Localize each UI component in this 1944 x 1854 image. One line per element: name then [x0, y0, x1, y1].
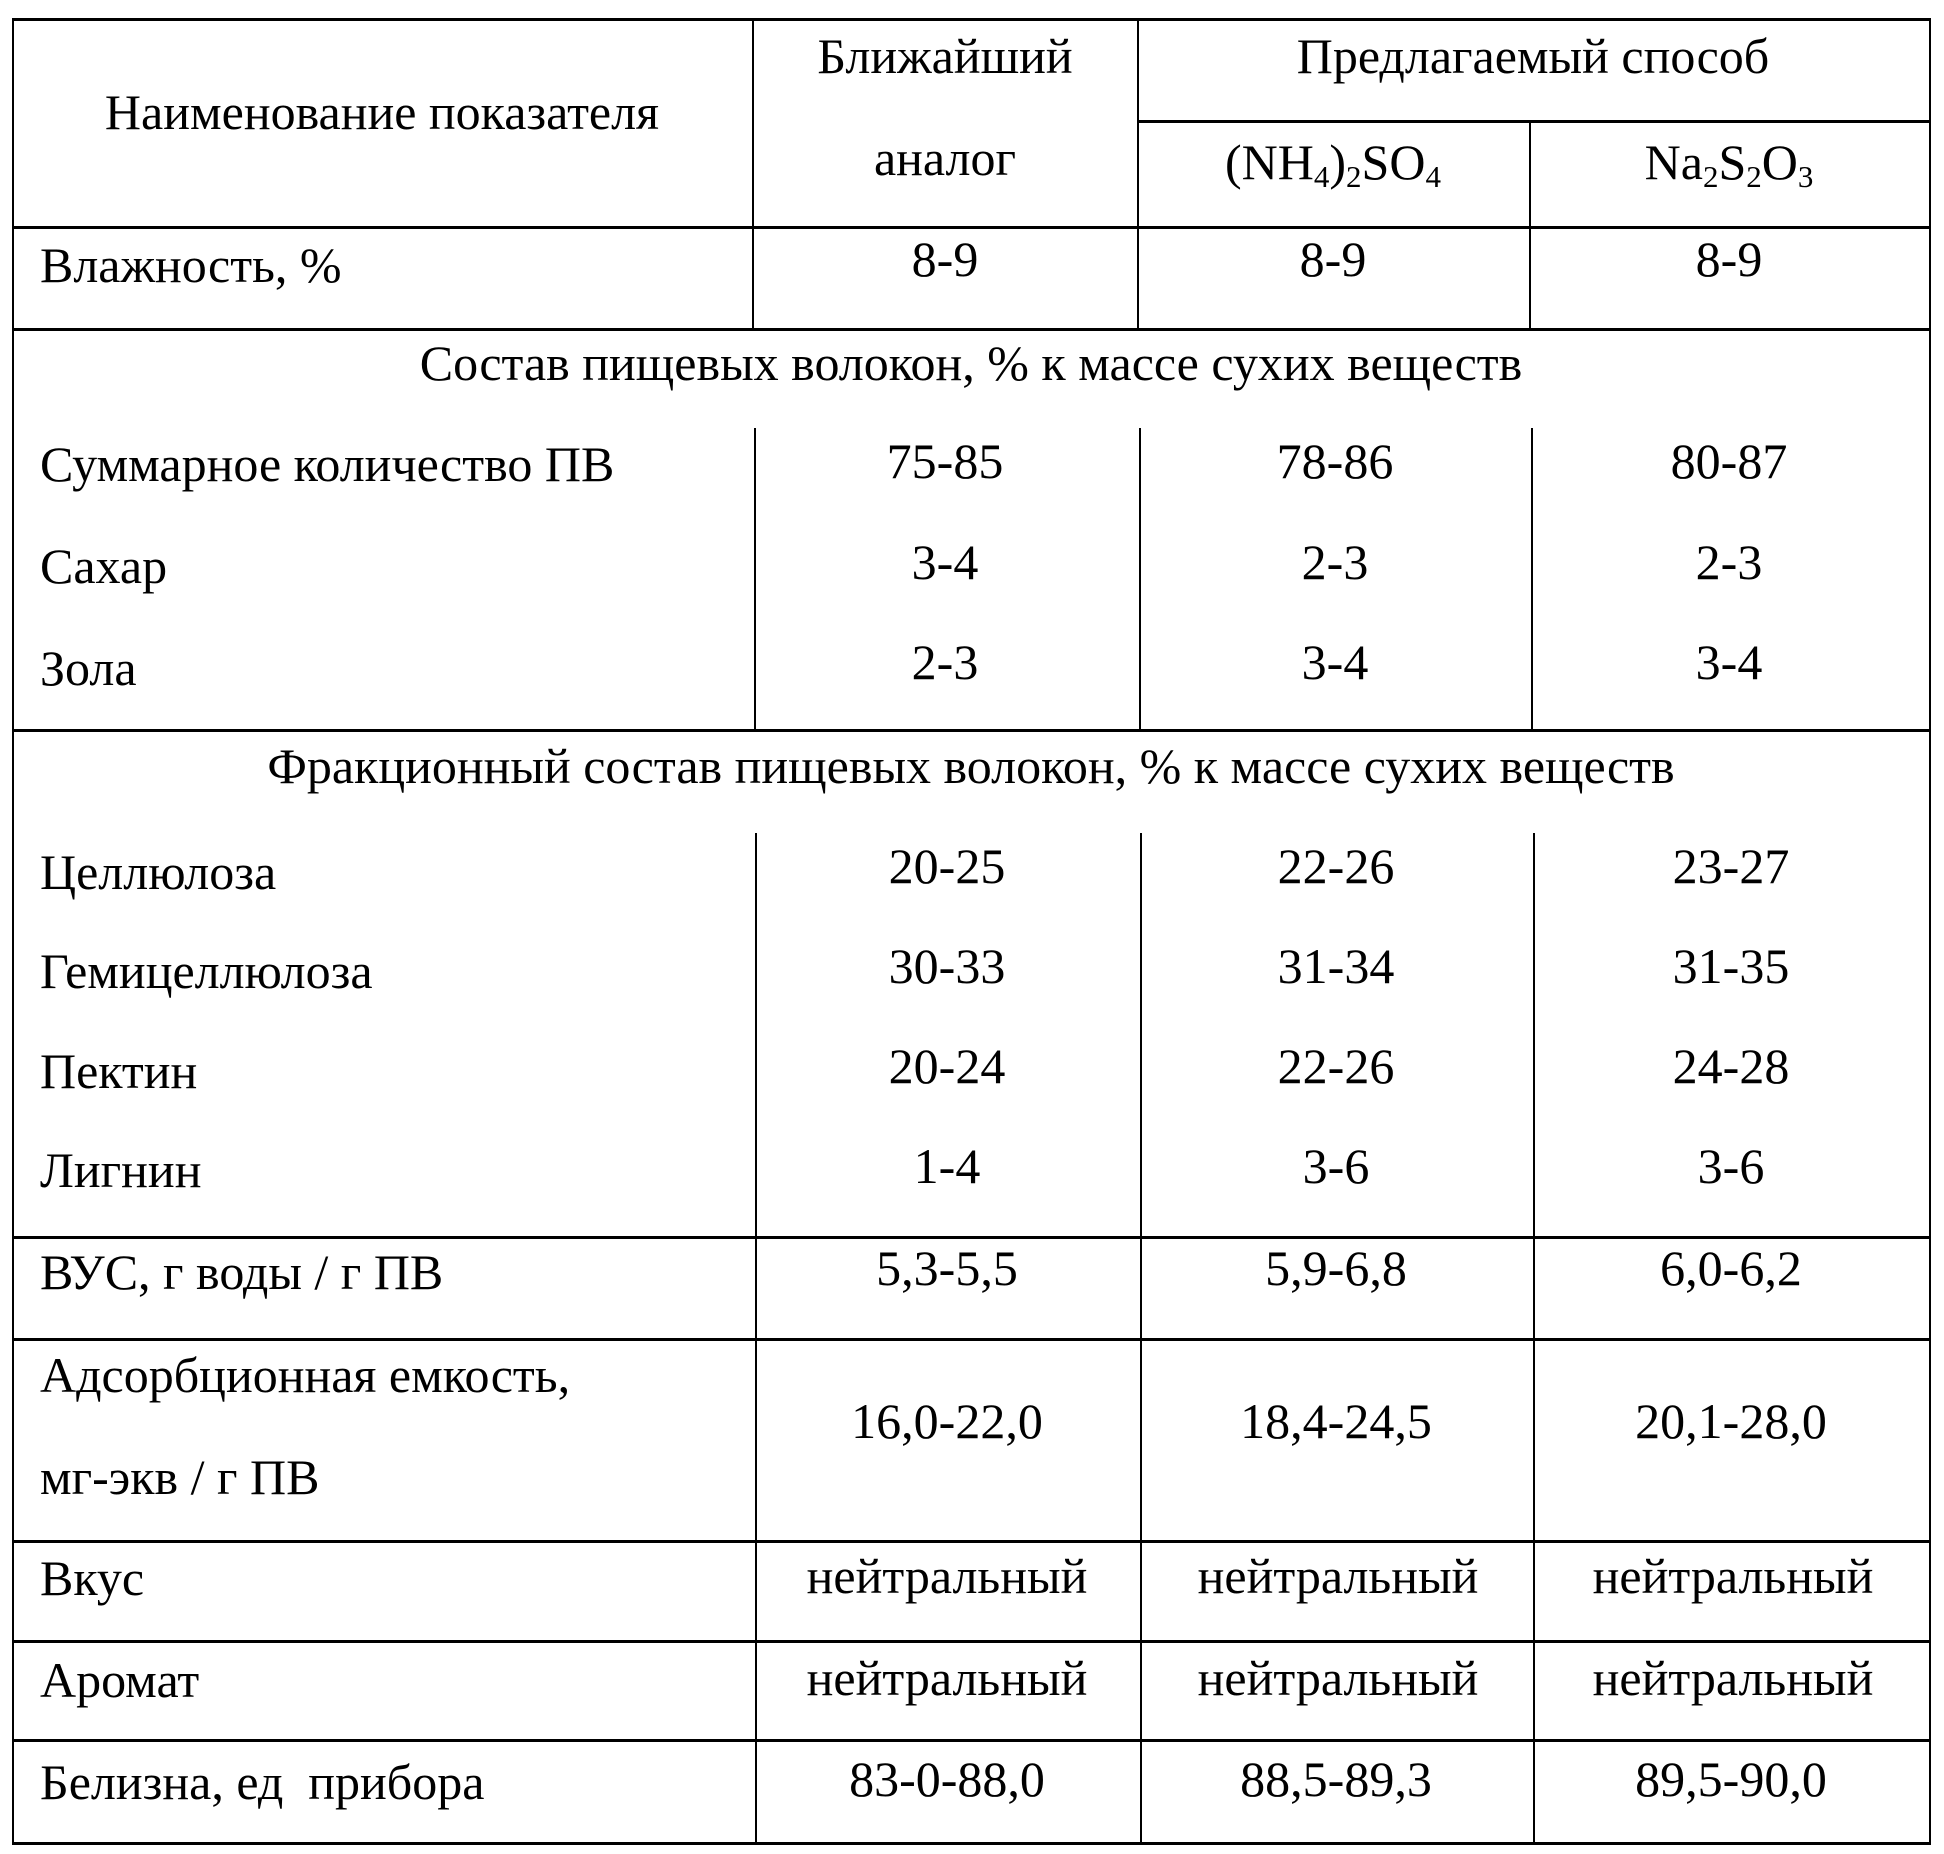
header-reagent-ammonium-sulfate: (NH4)2SO4: [1225, 137, 1441, 187]
formula-sub: 2: [1746, 159, 1762, 194]
cell-value: нейтральный: [807, 1551, 1088, 1601]
row-divider: [12, 1236, 1931, 1239]
section-heading: Фракционный состав пищевых волокон, % к …: [267, 741, 1674, 791]
row-label: Белизна, ед прибора: [40, 1757, 484, 1807]
section-heading: Состав пищевых волокон, % к массе сухих …: [420, 338, 1523, 388]
col-divider: [752, 18, 754, 329]
cell-value: 5,3-5,5: [876, 1243, 1018, 1293]
cell-value: нейтральный: [1198, 1653, 1479, 1703]
cell-value: 22-26: [1278, 1041, 1395, 1091]
row-divider: [12, 729, 1931, 732]
row-divider: [12, 1540, 1931, 1543]
row-divider: [12, 1739, 1931, 1742]
row-divider: [12, 328, 1931, 331]
cell-value: 31-34: [1278, 941, 1395, 991]
row-label: Сахар: [40, 541, 167, 591]
cell-value: 20-24: [889, 1041, 1006, 1091]
formula-part: (NH: [1225, 134, 1314, 190]
row-label: Влажность, %: [40, 240, 342, 290]
cell-value: 23-27: [1673, 841, 1790, 891]
row-label: ВУС, г воды / г ПВ: [40, 1247, 443, 1297]
table-border-left: [12, 18, 14, 1845]
cell-value: нейтральный: [1593, 1551, 1874, 1601]
cell-value: 3-6: [1698, 1141, 1765, 1191]
cell-value: 80-87: [1671, 436, 1788, 486]
header-proposed-method: Предлагаемый способ: [1297, 31, 1769, 81]
header-analog-line1: Ближайший: [817, 31, 1072, 81]
cell-value: 2-3: [912, 637, 979, 687]
row-divider: [12, 1338, 1931, 1341]
cell-value: 78-86: [1277, 436, 1394, 486]
cell-value: 5,9-6,8: [1265, 1243, 1407, 1293]
table-border-right: [1929, 18, 1931, 1845]
row-label: Зола: [40, 643, 137, 693]
row-label: Целлюлоза: [40, 847, 276, 897]
cell-value: 83-0-88,0: [849, 1754, 1045, 1804]
row-divider: [12, 226, 1931, 229]
row-label: Адсорбционная емкость,: [40, 1350, 570, 1400]
formula-part: Na: [1645, 134, 1703, 190]
formula-sub: 4: [1425, 159, 1441, 194]
cell-value: 3-4: [1302, 637, 1369, 687]
header-subdivider: [1137, 120, 1931, 123]
col-divider: [1529, 120, 1531, 329]
header-analog-line2: аналог: [874, 133, 1016, 183]
cell-value: 8-9: [1300, 234, 1367, 284]
cell-value: 18,4-24,5: [1240, 1396, 1432, 1446]
col-divider: [1531, 428, 1533, 730]
cell-value: 30-33: [889, 941, 1006, 991]
row-label: Аромат: [40, 1655, 199, 1705]
formula-sub: 3: [1798, 159, 1814, 194]
cell-value: 89,5-90,0: [1635, 1754, 1827, 1804]
table-border-top: [12, 18, 1931, 21]
col-divider: [1139, 428, 1141, 730]
cell-value: нейтральный: [1198, 1551, 1479, 1601]
cell-value: 88,5-89,3: [1240, 1754, 1432, 1804]
cell-value: 20-25: [889, 841, 1006, 891]
col-divider: [1137, 18, 1139, 329]
col-divider: [1140, 833, 1142, 1845]
row-label: мг-экв / г ПВ: [40, 1452, 320, 1502]
cell-value: 1-4: [914, 1141, 981, 1191]
cell-value: 16,0-22,0: [851, 1396, 1043, 1446]
cell-value: 6,0-6,2: [1660, 1243, 1802, 1293]
cell-value: 8-9: [912, 234, 979, 284]
formula-part: SO: [1362, 134, 1426, 190]
formula-part: ): [1329, 134, 1346, 190]
cell-value: 31-35: [1673, 941, 1790, 991]
row-label: Лигнин: [40, 1145, 201, 1195]
row-label: Пектин: [40, 1046, 197, 1096]
row-divider: [12, 1640, 1931, 1643]
formula-sub: 2: [1703, 159, 1719, 194]
header-reagent-sodium-thiosulfate: Na2S2O3: [1645, 137, 1814, 187]
row-label: Вкус: [40, 1553, 144, 1603]
cell-value: 2-3: [1302, 537, 1369, 587]
formula-sub: 2: [1346, 159, 1362, 194]
formula-sub: 4: [1314, 159, 1330, 194]
cell-value: 8-9: [1696, 234, 1763, 284]
formula-part: O: [1762, 134, 1798, 190]
col-divider: [754, 428, 756, 730]
cell-value: нейтральный: [1593, 1653, 1874, 1703]
header-indicator-name: Наименование показателя: [105, 87, 659, 137]
cell-value: 75-85: [887, 436, 1004, 486]
formula-part: S: [1718, 134, 1746, 190]
row-label: Гемицеллюлоза: [40, 946, 373, 996]
cell-value: 20,1-28,0: [1635, 1396, 1827, 1446]
cell-value: 24-28: [1673, 1041, 1790, 1091]
cell-value: 3-4: [1696, 637, 1763, 687]
col-divider: [755, 833, 757, 1845]
cell-value: 3-6: [1303, 1141, 1370, 1191]
col-divider: [1533, 833, 1535, 1845]
cell-value: 2-3: [1696, 537, 1763, 587]
cell-value: 3-4: [912, 537, 979, 587]
cell-value: 22-26: [1278, 841, 1395, 891]
row-label: Суммарное количество ПВ: [40, 439, 614, 489]
cell-value: нейтральный: [807, 1653, 1088, 1703]
table-border-bottom: [12, 1842, 1931, 1845]
